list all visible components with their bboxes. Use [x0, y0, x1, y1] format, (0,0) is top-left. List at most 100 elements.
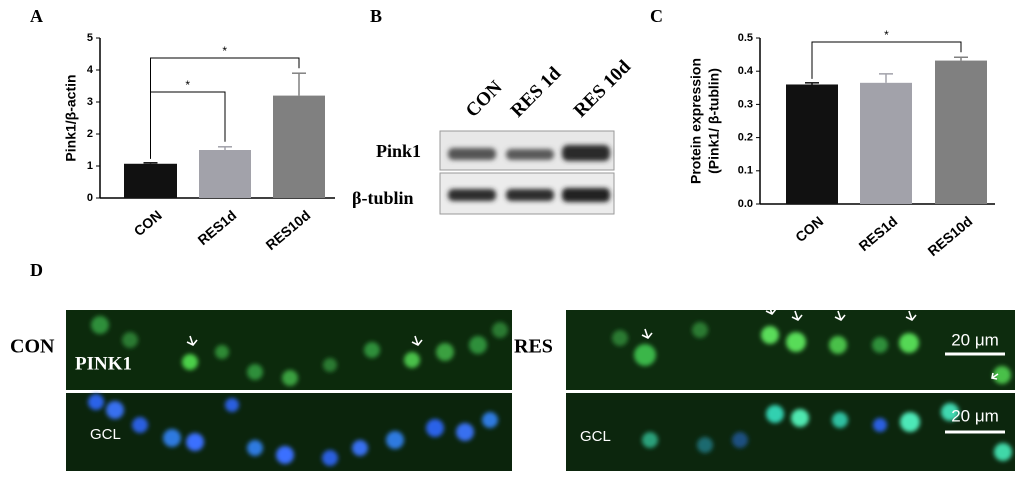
arrow [834, 310, 846, 322]
y-tick-label: 4 [87, 64, 94, 76]
y-tick-label: 0.3 [738, 98, 753, 110]
lane-label: RES 1d [507, 63, 566, 122]
significance-label: * [222, 44, 227, 58]
x-tick-label: RES1d [194, 207, 239, 248]
y-axis-label: Protein expression [688, 58, 704, 184]
cell [106, 401, 124, 419]
cell [469, 336, 487, 354]
panel-label: C [650, 6, 663, 26]
y-tick-label: 2 [87, 128, 93, 140]
cell [91, 316, 109, 334]
stain-label: PINK1 [75, 353, 132, 374]
scale-label: 20 μm [951, 406, 999, 425]
cell [276, 446, 294, 464]
y-tick-label: 1 [87, 160, 93, 172]
layer-label: GCL [90, 426, 121, 443]
cell [482, 412, 498, 428]
arrow [186, 335, 198, 347]
scale-label: 20 μm [951, 330, 999, 349]
significance-bracket [150, 57, 300, 159]
panel-label: D [30, 260, 43, 280]
cell [786, 332, 806, 352]
arrow [991, 372, 999, 380]
cell [247, 440, 263, 456]
arrow [641, 328, 653, 340]
x-tick-label: RES10d [924, 213, 975, 259]
band [448, 189, 496, 201]
significance-bracket [150, 91, 226, 159]
cell [900, 412, 920, 432]
arrow [765, 304, 777, 316]
cell [132, 417, 148, 433]
x-tick-label: CON [792, 213, 826, 245]
cell [492, 322, 508, 338]
band [562, 188, 610, 202]
cell [791, 409, 809, 427]
row-label: β-tublin [352, 188, 414, 208]
band [448, 148, 496, 160]
x-tick-label: CON [131, 207, 165, 239]
x-tick-label: RES10d [262, 207, 313, 253]
cell [88, 394, 104, 410]
cell [732, 432, 748, 448]
cell [766, 405, 784, 423]
image [566, 393, 1015, 471]
arrow [411, 335, 423, 347]
significance-label: * [884, 28, 889, 42]
cell [612, 330, 628, 346]
y-tick-label: 0.0 [738, 198, 753, 210]
cell [761, 326, 779, 344]
micrographs [66, 304, 1015, 471]
cell [994, 443, 1012, 461]
y-tick-label: 0.4 [738, 65, 754, 77]
cell [993, 366, 1011, 384]
cell [247, 364, 263, 380]
bar [124, 163, 177, 198]
cell [386, 431, 404, 449]
arrow [905, 310, 917, 322]
group-label: RES [514, 336, 553, 358]
significance-label: * [185, 78, 190, 92]
significance-bracket [811, 41, 962, 79]
cell [692, 322, 708, 338]
bar [786, 84, 838, 204]
cell [642, 432, 658, 448]
cell [426, 419, 444, 437]
cell [182, 354, 198, 370]
y-tick-label: 3 [87, 96, 93, 108]
y-tick-label: 0.5 [738, 32, 753, 44]
bar [199, 150, 251, 198]
cell [163, 429, 181, 447]
y-tick-label: 5 [87, 32, 93, 44]
cell [697, 437, 713, 453]
cell [352, 440, 368, 456]
cell [215, 345, 229, 359]
cell [322, 450, 338, 466]
y-axis-label: (Pink1/ β-tublin) [706, 68, 722, 174]
bar [935, 60, 987, 204]
bar [860, 82, 912, 204]
cell [436, 343, 454, 361]
y-axis-label: Pink1/β-actin [63, 74, 79, 161]
cell [364, 342, 380, 358]
cell [456, 423, 474, 441]
y-tick-label: 0.1 [738, 165, 753, 177]
cell [829, 336, 847, 354]
cell [186, 433, 204, 451]
x-tick-label: RES1d [855, 213, 900, 254]
cell [282, 370, 298, 386]
group-label: CON [10, 336, 55, 358]
band [562, 145, 610, 161]
cell [941, 403, 959, 421]
y-tick-label: 0 [87, 192, 93, 204]
cell [122, 332, 138, 348]
panel-label: A [30, 6, 43, 26]
layer-label: GCL [580, 428, 611, 445]
cell [873, 418, 887, 432]
cell [872, 337, 888, 353]
band [506, 149, 554, 160]
lane-label: RES 10d [570, 56, 636, 122]
lane-label: CON [462, 77, 507, 122]
blot: CON RES 1d RES 10d Pink1 β-tublin [352, 56, 636, 215]
